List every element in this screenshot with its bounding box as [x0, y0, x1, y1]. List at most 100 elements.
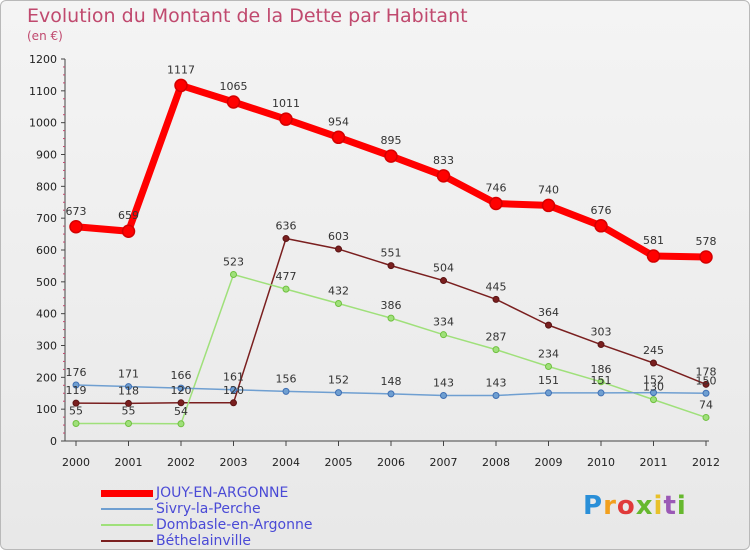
data-point [387, 262, 395, 270]
chart-unit-label: (en €) [27, 29, 63, 43]
data-label: 130 [643, 381, 664, 394]
legend-label: JOUY-EN-ARGONNE [156, 485, 289, 501]
data-label: 156 [276, 372, 297, 385]
data-point [72, 399, 80, 407]
legend-item: Béthelainville [101, 533, 312, 549]
legend-label: Dombasle-en-Argonne [156, 517, 313, 533]
data-point [436, 169, 451, 183]
data-label: 746 [486, 182, 507, 195]
data-label: 178 [696, 365, 717, 378]
legend-label: Béthelainville [156, 533, 251, 549]
data-point [492, 295, 500, 303]
data-point [279, 112, 293, 126]
data-point [335, 389, 342, 397]
y-tick-label: 1000 [29, 117, 57, 130]
data-label: 176 [66, 366, 87, 379]
data-label: 740 [538, 183, 559, 196]
legend-item: Dombasle-en-Argonne [101, 517, 312, 533]
legend-label: Sivry-la-Perche [156, 501, 261, 517]
data-label: 659 [118, 209, 139, 222]
data-point [177, 399, 185, 407]
y-tick-label: 300 [36, 340, 57, 353]
data-point [69, 220, 83, 234]
data-point [331, 130, 346, 145]
data-point [72, 381, 80, 389]
data-label: 120 [223, 384, 244, 397]
data-label: 432 [328, 284, 349, 297]
data-point [650, 396, 657, 404]
data-point [699, 250, 713, 264]
y-tick-label: 600 [36, 244, 57, 257]
data-label: 477 [276, 270, 297, 283]
data-point [650, 359, 657, 367]
x-tick-label: 2011 [640, 456, 668, 469]
data-label: 234 [538, 348, 559, 361]
data-label: 551 [381, 247, 402, 260]
data-label: 581 [643, 234, 664, 247]
data-point [230, 399, 237, 407]
legend-item: JOUY-EN-ARGONNE [101, 485, 312, 501]
data-point [230, 386, 237, 394]
data-label: 151 [591, 374, 612, 387]
data-point [597, 378, 605, 386]
data-label: 245 [643, 344, 664, 357]
data-point [545, 363, 552, 371]
legend-swatch [101, 524, 153, 526]
logo-i2: i [676, 491, 687, 521]
data-label: 676 [591, 204, 612, 217]
legend-swatch [101, 508, 153, 510]
data-point [702, 380, 710, 388]
x-tick-label: 2008 [482, 456, 510, 469]
data-point [335, 245, 342, 253]
y-tick-label: 900 [36, 149, 57, 162]
data-point [125, 399, 132, 407]
data-point [597, 389, 605, 397]
data-point [125, 419, 132, 427]
logo-x: x [635, 491, 654, 521]
data-label: 55 [122, 404, 136, 417]
data-label: 143 [433, 376, 454, 389]
data-label: 303 [591, 326, 612, 339]
data-label: 1065 [220, 80, 248, 93]
data-point [121, 224, 136, 238]
logo-i1: i [653, 491, 664, 521]
logo-p: P [583, 491, 604, 521]
data-label: 578 [696, 235, 717, 248]
data-point [387, 390, 395, 398]
data-point [650, 389, 657, 397]
data-label: 287 [486, 331, 507, 344]
data-point [282, 387, 290, 395]
data-point [226, 95, 241, 109]
data-label: 895 [381, 134, 402, 147]
data-point [125, 383, 132, 391]
data-label: 334 [433, 316, 454, 329]
data-label: 504 [433, 262, 454, 275]
data-label: 673 [66, 205, 87, 218]
x-tick-label: 2006 [377, 456, 405, 469]
x-tick-label: 2007 [430, 456, 458, 469]
y-tick-label: 100 [36, 403, 57, 416]
data-label: 954 [328, 115, 349, 128]
logo-o: o [616, 491, 636, 521]
data-label: 523 [223, 256, 244, 269]
data-label: 152 [328, 374, 349, 387]
data-label: 186 [591, 363, 612, 376]
data-point [72, 419, 80, 427]
data-label: 1011 [272, 97, 300, 110]
series-line-0 [75, 81, 707, 261]
data-label: 150 [696, 374, 717, 387]
data-point [282, 235, 290, 243]
x-tick-label: 2005 [325, 456, 353, 469]
x-tick-label: 2001 [115, 456, 143, 469]
x-tick-label: 2000 [62, 456, 90, 469]
logo-r: r [603, 491, 617, 521]
data-point [702, 389, 710, 397]
data-point [545, 389, 552, 397]
data-label: 636 [276, 220, 297, 233]
data-point [594, 219, 608, 233]
y-tick-label: 1100 [29, 85, 57, 98]
data-point [282, 285, 290, 293]
data-point [489, 196, 503, 211]
x-tick-label: 2012 [692, 456, 720, 469]
